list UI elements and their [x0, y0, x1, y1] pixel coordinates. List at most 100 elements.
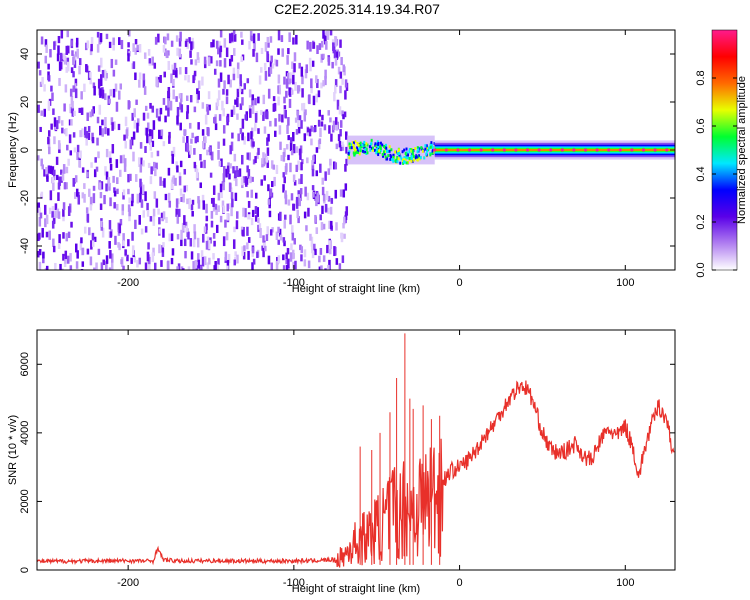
heat-peak — [491, 148, 495, 152]
heat-cell — [148, 58, 152, 64]
snr-x-tick-label: -200 — [117, 577, 139, 589]
heat-cell — [210, 220, 214, 228]
heat-cell — [321, 205, 324, 214]
heat-cell — [390, 155, 393, 159]
heat-cell — [176, 214, 180, 224]
heat-cell — [170, 73, 173, 84]
heat-cell — [270, 55, 273, 63]
heat-cell — [342, 189, 346, 198]
heat-cell — [139, 178, 142, 188]
heat-cell — [236, 68, 240, 79]
heat-cell — [142, 210, 146, 218]
heat-cell — [104, 261, 108, 270]
heat-cell — [250, 189, 254, 198]
heat-peak — [572, 148, 576, 152]
heat-cell — [178, 48, 182, 58]
heat-cell — [212, 253, 215, 260]
heat-cell — [317, 90, 321, 98]
heat-cell — [37, 250, 40, 258]
heat-cell — [242, 251, 246, 260]
heat-cell — [252, 33, 256, 44]
heat-cell — [226, 117, 229, 123]
heat-cell — [236, 88, 240, 98]
heat-cell — [37, 155, 40, 161]
heat-cell — [208, 147, 212, 153]
heat-cell — [405, 154, 408, 158]
heat-cell — [322, 255, 326, 262]
heat-cell — [322, 223, 326, 230]
heat-cell — [130, 257, 133, 264]
heat-cell — [74, 88, 78, 99]
heat-cell — [170, 233, 174, 242]
heat-cell — [157, 76, 161, 82]
heat-cell — [201, 76, 204, 86]
heat-cell — [401, 158, 404, 162]
heat-cell — [348, 144, 351, 148]
heat-cell — [50, 123, 53, 130]
heat-cell — [52, 108, 55, 115]
heat-cell — [304, 69, 308, 79]
heat-peak — [583, 148, 588, 152]
heat-cell — [203, 56, 207, 65]
heat-cell — [139, 164, 143, 173]
heat-cell — [396, 156, 399, 160]
heat-cell — [352, 141, 355, 145]
heat-cell — [44, 55, 48, 64]
heat-cell — [219, 60, 222, 67]
heat-cell — [269, 60, 273, 68]
heat-cell — [404, 156, 407, 160]
heat-cell — [84, 126, 87, 136]
heat-cell — [394, 159, 397, 163]
heat-cell — [105, 183, 108, 192]
heat-cell — [239, 74, 242, 85]
heat-cell — [50, 85, 53, 92]
heat-cell — [264, 70, 268, 81]
heat-cell — [236, 254, 239, 264]
heat-cell — [49, 190, 53, 201]
heat-cell — [291, 225, 294, 234]
heat-cell — [255, 192, 258, 199]
heat-cell — [251, 209, 255, 217]
heat-cell — [405, 151, 408, 155]
heat-cell — [81, 261, 85, 267]
heat-cell — [309, 63, 312, 72]
heat-cell — [197, 199, 201, 209]
heat-cell — [366, 151, 369, 155]
heat-cell — [49, 49, 52, 58]
heat-cell — [385, 146, 388, 150]
heat-cell — [99, 191, 103, 199]
heat-cell — [398, 152, 401, 156]
heat-cell — [211, 151, 214, 161]
heat-cell — [341, 255, 345, 263]
heat-cell — [166, 51, 169, 59]
heat-cell — [197, 90, 200, 100]
heat-cell — [172, 146, 176, 157]
heat-cell — [269, 36, 273, 43]
heat-cell — [141, 184, 145, 195]
heat-cell — [237, 170, 240, 178]
heat-cell — [315, 227, 319, 234]
heat-cell — [232, 166, 235, 174]
heat-cell — [271, 227, 274, 233]
heat-cell — [294, 81, 297, 91]
heat-cell — [66, 255, 70, 264]
heat-cell — [292, 252, 295, 259]
heat-cell — [283, 220, 287, 229]
heat-cell — [45, 44, 48, 53]
heat-cell — [310, 236, 314, 247]
heat-cell — [275, 260, 279, 270]
heat-cell — [131, 193, 134, 203]
heat-cell — [190, 204, 194, 211]
heat-cell — [201, 102, 205, 109]
heat-cell — [154, 36, 158, 45]
heat-cell — [89, 256, 93, 266]
heat-cell — [303, 259, 307, 267]
heat-cell — [320, 82, 323, 89]
heat-cell — [193, 70, 197, 77]
heat-cell — [117, 123, 121, 131]
heat-cell — [251, 98, 254, 108]
heat-cell — [197, 80, 201, 90]
heat-cell — [408, 147, 411, 151]
heat-cell — [73, 192, 77, 199]
heat-cell — [251, 262, 254, 270]
